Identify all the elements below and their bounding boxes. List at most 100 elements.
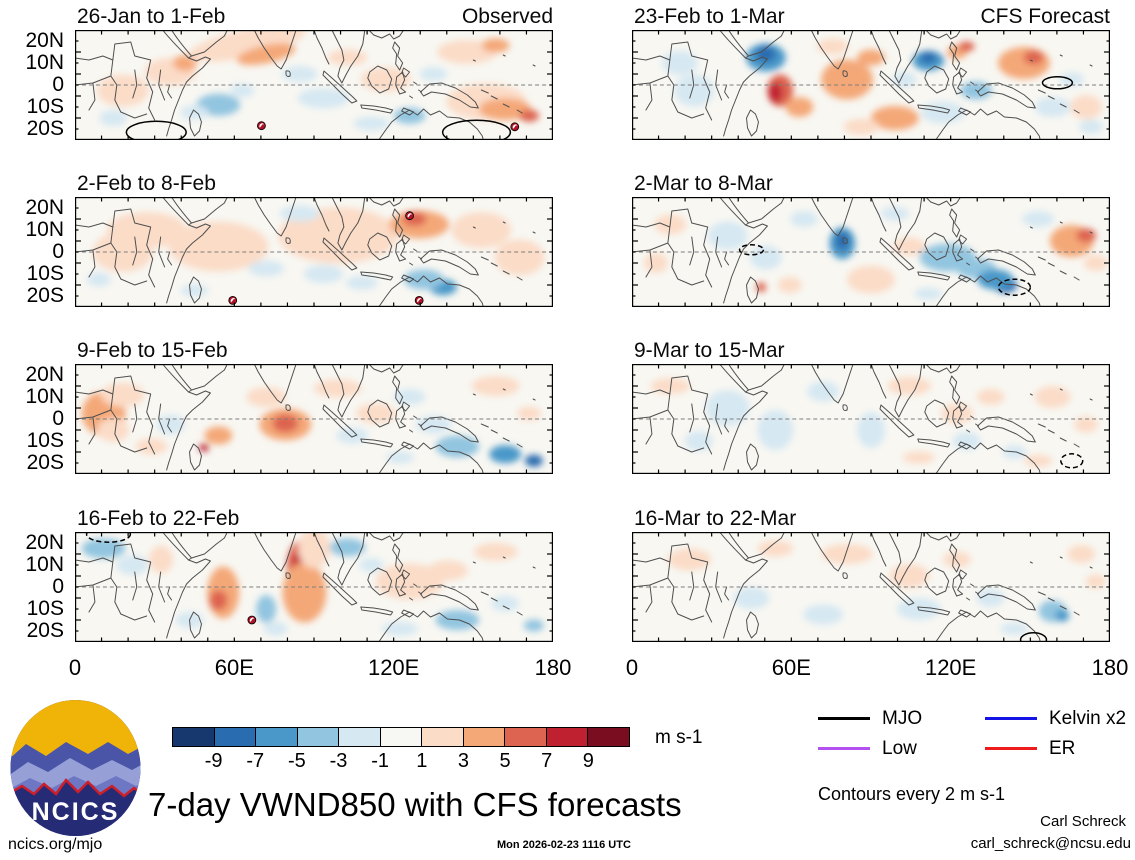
map-panel: [632, 532, 1110, 642]
y-tick-label: 10N: [25, 218, 64, 241]
map-panel: [632, 197, 1110, 307]
panel-title: 23-Feb to 1-Mar: [634, 5, 785, 28]
colorbar-level-label: 3: [457, 750, 470, 772]
colorbar-units: m s-1: [655, 727, 703, 748]
map-panel: [75, 197, 553, 307]
low-line-swatch: [818, 747, 870, 750]
colorbar-level-label: -3: [329, 750, 348, 772]
author-credit: Carl Schreck: [1040, 813, 1126, 830]
colorbar-level-label: -9: [204, 750, 223, 772]
legend-label: Low: [882, 738, 917, 759]
map-panel: [632, 30, 1110, 140]
colorbar-cell: [462, 727, 506, 747]
colorbar-level-label: -1: [371, 750, 390, 772]
colorbar-level-label: 5: [499, 750, 511, 772]
legend-item-low: Low: [818, 738, 917, 760]
colorbar-cell: [255, 727, 298, 747]
y-tick-label: 20S: [26, 619, 64, 642]
legend-label: Kelvin x2: [1049, 708, 1127, 729]
y-tick-label: 10S: [26, 597, 64, 620]
wave-contour: [125, 120, 187, 140]
y-tick-label: 20S: [26, 451, 64, 474]
wave-contour: [1019, 632, 1048, 642]
map-panel: [75, 364, 553, 474]
x-tick-label: 180: [1091, 655, 1129, 680]
panel-title: 9-Mar to 15-Mar: [634, 339, 785, 362]
colorbar-level-label: 1: [416, 750, 428, 772]
colorbar: [172, 727, 631, 747]
panel-title: 16-Feb to 22-Feb: [77, 507, 240, 530]
colorbar-cell: [213, 727, 257, 747]
author-email: carl_schreck@ncsu.edu: [970, 835, 1131, 852]
mjo-line-swatch: [818, 717, 870, 720]
map-panel: [75, 30, 553, 140]
y-tick-label: 10S: [26, 262, 64, 285]
legend-label: ER: [1049, 738, 1076, 759]
y-tick-label: 20N: [25, 363, 64, 386]
panel-corner-label: Observed: [461, 5, 553, 28]
x-tick-label: 60E: [214, 655, 254, 680]
y-tick-label: 20S: [26, 117, 64, 140]
colorbar-cell: [545, 727, 589, 747]
colorbar-cell: [338, 727, 381, 747]
colorbar-cell: [296, 727, 340, 747]
ncics-logo: NCICS: [8, 698, 143, 843]
cyclone-icon: [256, 121, 266, 131]
colorbar-level-label: -5: [288, 750, 306, 772]
legend-item-kelvin: Kelvin x2: [985, 708, 1126, 730]
y-tick-label: 0: [52, 575, 64, 598]
cyclone-icon: [228, 295, 238, 305]
y-tick-label: 0: [52, 73, 64, 96]
cyclone-icon: [414, 295, 424, 305]
cyclone-icon: [405, 211, 415, 221]
cyclone-icon: [510, 122, 520, 132]
y-tick-label: 20N: [25, 531, 64, 554]
y-tick-label: 0: [52, 407, 64, 430]
negative-wave-contour: [85, 532, 132, 543]
colorbar-cell: [172, 727, 215, 747]
y-tick-label: 10S: [26, 95, 64, 118]
y-tick-label: 0: [52, 240, 64, 263]
y-tick-label: 10S: [26, 429, 64, 452]
site-url: ncics.org/mjo: [8, 836, 103, 853]
panel-title: 26-Jan to 1-Feb: [77, 5, 226, 28]
negative-wave-contour: [997, 278, 1032, 296]
colorbar-cell: [587, 727, 631, 747]
y-tick-label: 20N: [25, 29, 64, 52]
x-tick-label: 120E: [924, 655, 977, 680]
y-tick-label: 10N: [25, 385, 64, 408]
wave-contour: [441, 119, 512, 140]
panel-title: 16-Mar to 22-Mar: [634, 507, 797, 530]
negative-wave-contour: [738, 244, 765, 256]
negative-wave-contour: [1060, 453, 1084, 469]
colorbar-cell: [504, 727, 547, 747]
y-tick-label: 10N: [25, 51, 64, 74]
panel-title: 2-Mar to 8-Mar: [634, 172, 773, 195]
colorbar-level-label: 7: [541, 750, 553, 772]
logo-text: NCICS: [32, 798, 120, 826]
legend-item-mjo: MJO: [818, 708, 922, 730]
wave-contour: [1041, 76, 1074, 90]
timestamp: Mon 2026-02-23 1116 UTC: [497, 839, 631, 851]
panel-title: 9-Feb to 15-Feb: [77, 339, 228, 362]
x-tick-label: 180: [534, 655, 572, 680]
kelvin-line-swatch: [985, 717, 1037, 720]
map-panel: [75, 532, 553, 642]
cyclone-icon: [247, 615, 257, 625]
figure-title: 7-day VWND850 with CFS forecasts: [148, 786, 682, 823]
er-line-swatch: [985, 747, 1037, 750]
panel-title: 2-Feb to 8-Feb: [77, 172, 216, 195]
y-tick-label: 20S: [26, 284, 64, 307]
legend-item-er: ER: [985, 738, 1075, 760]
x-tick-label: 0: [625, 655, 639, 680]
colorbar-cell: [379, 727, 423, 747]
x-tick-label: 60E: [771, 655, 811, 680]
x-tick-label: 0: [68, 655, 82, 680]
y-tick-label: 20N: [25, 196, 64, 219]
colorbar-cell: [421, 727, 464, 747]
legend-label: MJO: [882, 708, 923, 729]
panel-corner-label: CFS Forecast: [980, 5, 1110, 28]
map-panel: [632, 364, 1110, 474]
colorbar-level-label: -7: [246, 750, 265, 772]
